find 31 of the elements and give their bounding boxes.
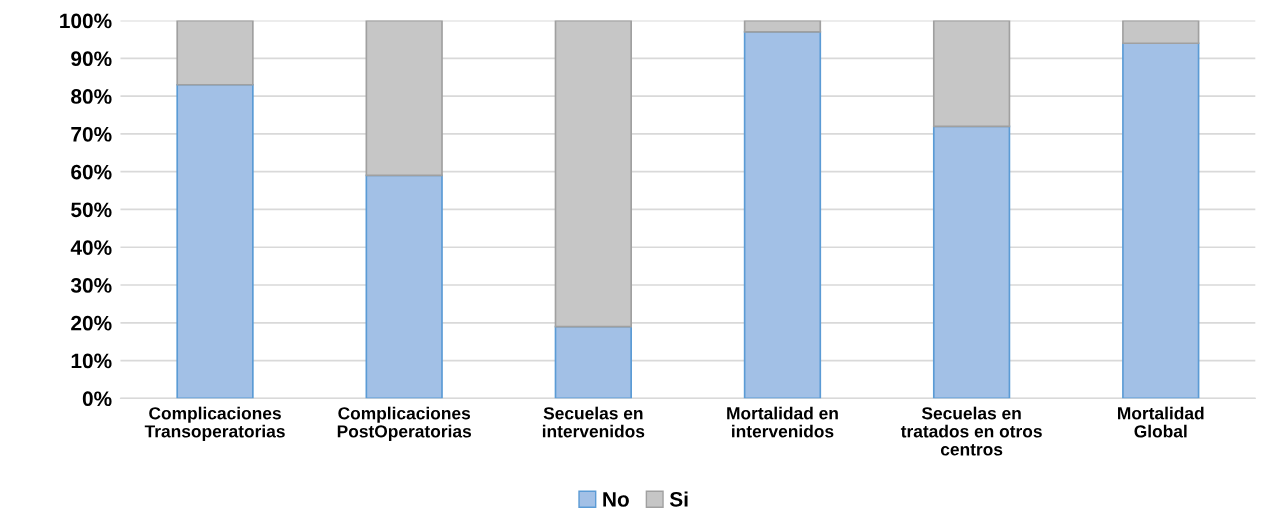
bar [932, 125, 1011, 399]
x-tick-label: Mortalidad en intervenidos [727, 406, 838, 438]
bar [176, 83, 254, 399]
bar [932, 20, 1011, 128]
bar [743, 20, 822, 33]
y-tick-label: 40% [70, 240, 112, 255]
bar [743, 31, 822, 399]
bar [1122, 42, 1200, 399]
bar [1122, 20, 1200, 45]
bar [365, 174, 443, 399]
y-tick-label: 50% [71, 202, 112, 218]
x-tick-label: Secuelas en intervenidos [542, 406, 645, 438]
x-tick-label: Secuelas en tratados en otros centros [900, 406, 1042, 456]
legend-label: Si [669, 491, 688, 507]
y-tick-label: 0% [82, 391, 112, 407]
y-tick-label: 20% [71, 315, 112, 331]
y-tick-label: 80% [71, 89, 112, 104]
y-tick-label: 10% [71, 353, 112, 369]
legend-label: No [603, 492, 629, 507]
x-tick-label: Complicaciones Transoperatorias [144, 406, 285, 441]
y-tick-label: 100% [60, 13, 112, 29]
y-tick-label: 90% [71, 51, 112, 67]
y-tick-label: 60% [71, 164, 112, 180]
bar [176, 20, 254, 86]
bar [554, 20, 632, 328]
y-tick-label: 70% [71, 126, 112, 142]
bar [554, 325, 632, 399]
x-tick-label: Mortalidad Global [1118, 406, 1204, 438]
y-tick-label: 30% [70, 278, 112, 293]
bar [365, 20, 443, 177]
x-tick-label: Complicaciones PostOperatorias [337, 406, 471, 441]
